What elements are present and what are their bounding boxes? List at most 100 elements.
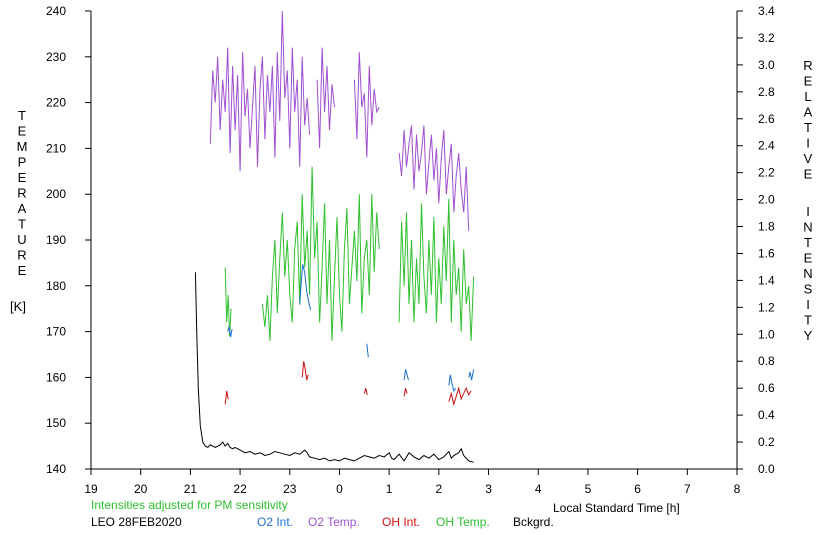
right-axis-letter: L: [804, 89, 811, 104]
right-axis-letter: E: [804, 74, 813, 89]
series-o2-int-line: [403, 369, 409, 381]
left-axis-letter: M: [17, 139, 28, 154]
left-tick-label: 150: [46, 416, 66, 430]
right-tick-label: 1.4: [758, 273, 775, 287]
series-bckgrd-line: [194, 272, 474, 463]
left-axis-letter: R: [17, 186, 26, 201]
left-tick-label: 170: [46, 325, 66, 339]
right-axis-letter: Y: [804, 328, 813, 343]
right-tick-label: 3.2: [758, 31, 775, 45]
legend: O2 Int. O2 Temp. OH Int. OH Temp. Bckgrd…: [257, 515, 554, 529]
series-oh-temp-line: [261, 166, 380, 341]
right-axis-letter: I: [806, 204, 810, 219]
x-tick-label: 5: [585, 482, 592, 496]
x-tick-label: 4: [535, 482, 542, 496]
right-tick-label: 3.0: [758, 58, 775, 72]
series-oh-int-line: [363, 388, 368, 396]
right-axis-letter: E: [804, 251, 813, 266]
right-axis-letter: I: [806, 297, 810, 312]
left-tick-label: 220: [46, 96, 66, 110]
series-o2-int-line: [366, 343, 369, 358]
right-tick-label: 2.0: [758, 193, 775, 207]
right-axis-letter: E: [804, 167, 813, 182]
right-tick-label: 1.2: [758, 300, 775, 314]
left-tick-label: 140: [46, 462, 66, 476]
right-tick-label: 0.2: [758, 435, 775, 449]
x-tick-label: 21: [184, 482, 198, 496]
series-o2-temp-line: [209, 10, 311, 172]
left-axis-unit: [K]: [10, 299, 26, 314]
right-axis-ticks: 0.0 0.2 0.4 0.6 0.8 1.0 1.2 1.4 1.6 1.8 2.0 2.2 2.4 2…: [737, 4, 775, 476]
x-tick-label: 7: [684, 482, 691, 496]
legend-oh-temp: OH Temp.: [436, 515, 490, 529]
right-axis-letter: I: [806, 136, 810, 151]
legend-bckgrd: Bckgrd.: [513, 515, 554, 529]
left-axis-letter: E: [18, 263, 27, 278]
right-axis-letter: A: [804, 105, 813, 120]
right-axis-letter: T: [804, 313, 812, 328]
left-axis-letter: T: [18, 108, 26, 123]
series-oh-int-line: [224, 390, 229, 405]
series-oh-int-line: [403, 388, 408, 397]
right-axis-letter: N: [803, 220, 812, 235]
legend-oh-int: OH Int.: [382, 515, 420, 529]
series-oh-temp-line: [224, 267, 232, 337]
x-tick-label: 6: [634, 482, 641, 496]
right-tick-label: 2.6: [758, 112, 775, 126]
right-tick-label: 0.0: [758, 462, 775, 476]
series-o2-temp-line: [398, 125, 470, 231]
left-tick-label: 240: [46, 4, 66, 18]
right-axis-letter: V: [804, 151, 813, 166]
right-axis-letter: S: [804, 282, 813, 297]
right-axis-letter: R: [803, 58, 812, 73]
series-oh-int-line: [301, 361, 309, 381]
right-tick-label: 1.8: [758, 220, 775, 234]
right-axis-letter: T: [804, 120, 812, 135]
right-tick-label: 0.4: [758, 408, 775, 422]
series-o2-int-line: [468, 369, 475, 381]
x-tick-label: 19: [84, 482, 98, 496]
x-tick-label: 1: [386, 482, 393, 496]
x-tick-label: 8: [734, 482, 741, 496]
x-tick-label: 3: [485, 482, 492, 496]
x-axis-label: Local Standard Time [h]: [553, 501, 680, 515]
x-tick-label: 20: [134, 482, 148, 496]
plot-frame: [90, 11, 738, 470]
x-tick-label: 22: [233, 482, 247, 496]
series-o2-temp-line: [353, 52, 380, 158]
left-axis-letter: A: [18, 201, 27, 216]
station-label: LEO 28FEB2020: [91, 515, 182, 529]
left-axis-letter: E: [18, 170, 27, 185]
left-axis-letter: E: [18, 124, 27, 139]
series-o2-int-line: [227, 326, 233, 338]
right-axis-letter: N: [803, 266, 812, 281]
right-tick-label: 2.4: [758, 139, 775, 153]
legend-o2-int: O2 Int.: [257, 515, 293, 529]
left-tick-label: 200: [46, 187, 66, 201]
legend-o2-temp: O2 Temp.: [308, 515, 360, 529]
series-layer: [194, 10, 475, 463]
x-tick-label: 2: [436, 482, 443, 496]
left-tick-label: 160: [46, 370, 66, 384]
right-tick-label: 2.2: [758, 166, 775, 180]
series-oh-int-line: [448, 386, 472, 407]
right-tick-label: 2.8: [758, 85, 775, 99]
series-oh-temp-line: [398, 198, 475, 341]
left-tick-label: 190: [46, 233, 66, 247]
series-o2-int-line: [299, 264, 312, 311]
left-tick-label: 180: [46, 279, 66, 293]
right-tick-label: 0.8: [758, 354, 775, 368]
right-tick-label: 1.6: [758, 246, 775, 260]
chart-note: Intensities adjusted for PM sensitivity: [91, 498, 288, 512]
left-axis-ticks: 140 150 160 170 180 190 200 210 220 230 240: [46, 4, 91, 476]
left-axis-letter: T: [18, 217, 26, 232]
right-axis-letter: T: [804, 235, 812, 250]
left-tick-label: 210: [46, 141, 66, 155]
left-axis-letter: R: [17, 248, 26, 263]
right-tick-label: 3.4: [758, 4, 775, 18]
right-tick-label: 1.0: [758, 327, 775, 341]
left-axis-letter: U: [17, 232, 26, 247]
